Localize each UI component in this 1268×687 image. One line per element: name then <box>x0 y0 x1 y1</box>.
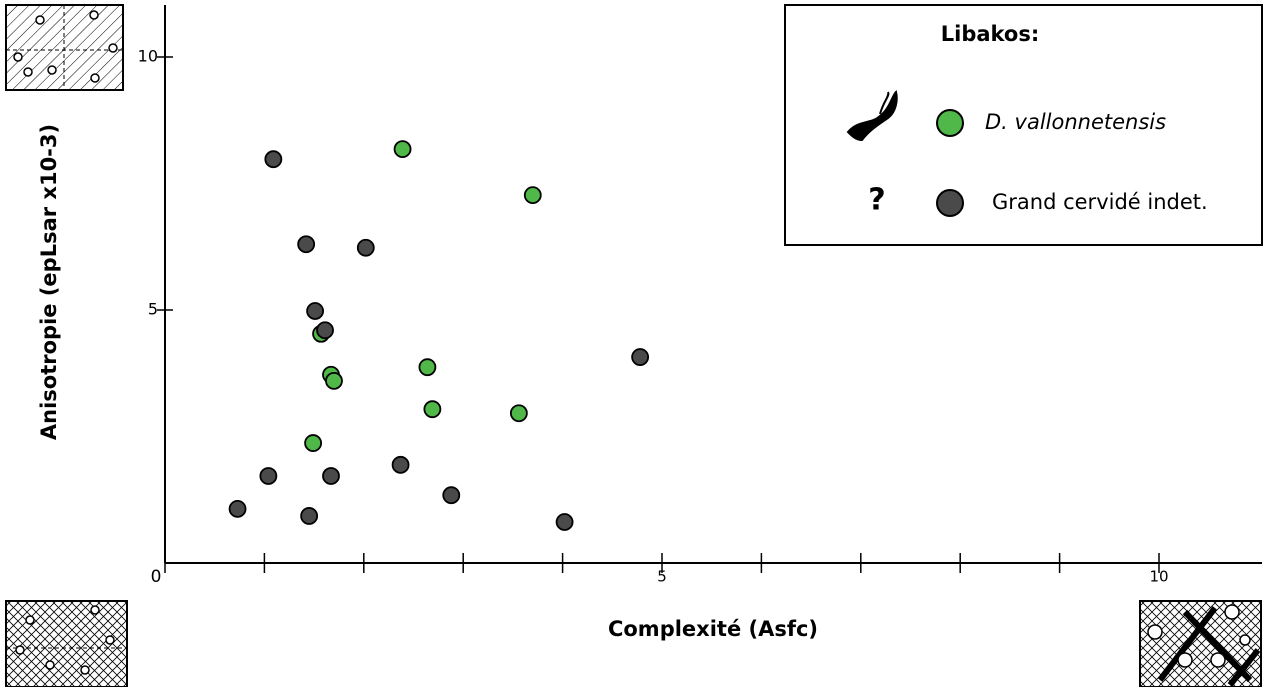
legend-label: D. vallonnetensis <box>985 110 1166 134</box>
y-tick-label: 10 <box>138 47 158 66</box>
scatter-point <box>264 150 283 169</box>
legend-marker <box>936 189 964 217</box>
scatter-point <box>259 467 278 485</box>
scatter-point <box>356 238 375 257</box>
x-tick-label: 0 <box>151 567 162 587</box>
y-tick-label: 5 <box>148 300 158 319</box>
x-axis-label: Complexité (Asfc) <box>608 617 818 641</box>
scatter-point <box>304 434 323 452</box>
x-tick-label: 10 <box>1149 568 1168 586</box>
texture-icon-top <box>5 4 124 91</box>
x-tick-label: 5 <box>657 568 667 586</box>
legend-icon-deer <box>846 90 898 142</box>
scatter-point <box>555 513 574 531</box>
scatter-point <box>423 400 442 419</box>
scatter-point <box>391 455 410 474</box>
scatter-point <box>228 499 247 518</box>
texture-icon-bottom-left <box>5 600 128 687</box>
legend-icon-label: ? <box>868 183 885 218</box>
scatter-point <box>393 140 412 158</box>
texture-icon-bottom-right <box>1139 600 1262 687</box>
legend-title: Libakos: <box>941 22 1040 46</box>
legend: Libakos: <box>784 4 1263 246</box>
legend-label: Grand cervidé indet. <box>992 190 1208 214</box>
scatter-point <box>300 507 319 525</box>
scatter-point <box>316 321 334 340</box>
legend-marker <box>936 109 964 137</box>
scatter-point <box>442 486 461 505</box>
scatter-point <box>306 302 324 320</box>
scatter-point <box>631 348 650 366</box>
scatter-point <box>297 235 316 254</box>
scatter-point <box>418 358 437 377</box>
scatter-point <box>523 186 542 205</box>
scatter-point <box>509 404 528 423</box>
scatter-point <box>322 467 340 485</box>
y-axis-label: Anisotropie (epLsar x10-3) <box>37 124 61 440</box>
scatter-point <box>325 371 343 390</box>
